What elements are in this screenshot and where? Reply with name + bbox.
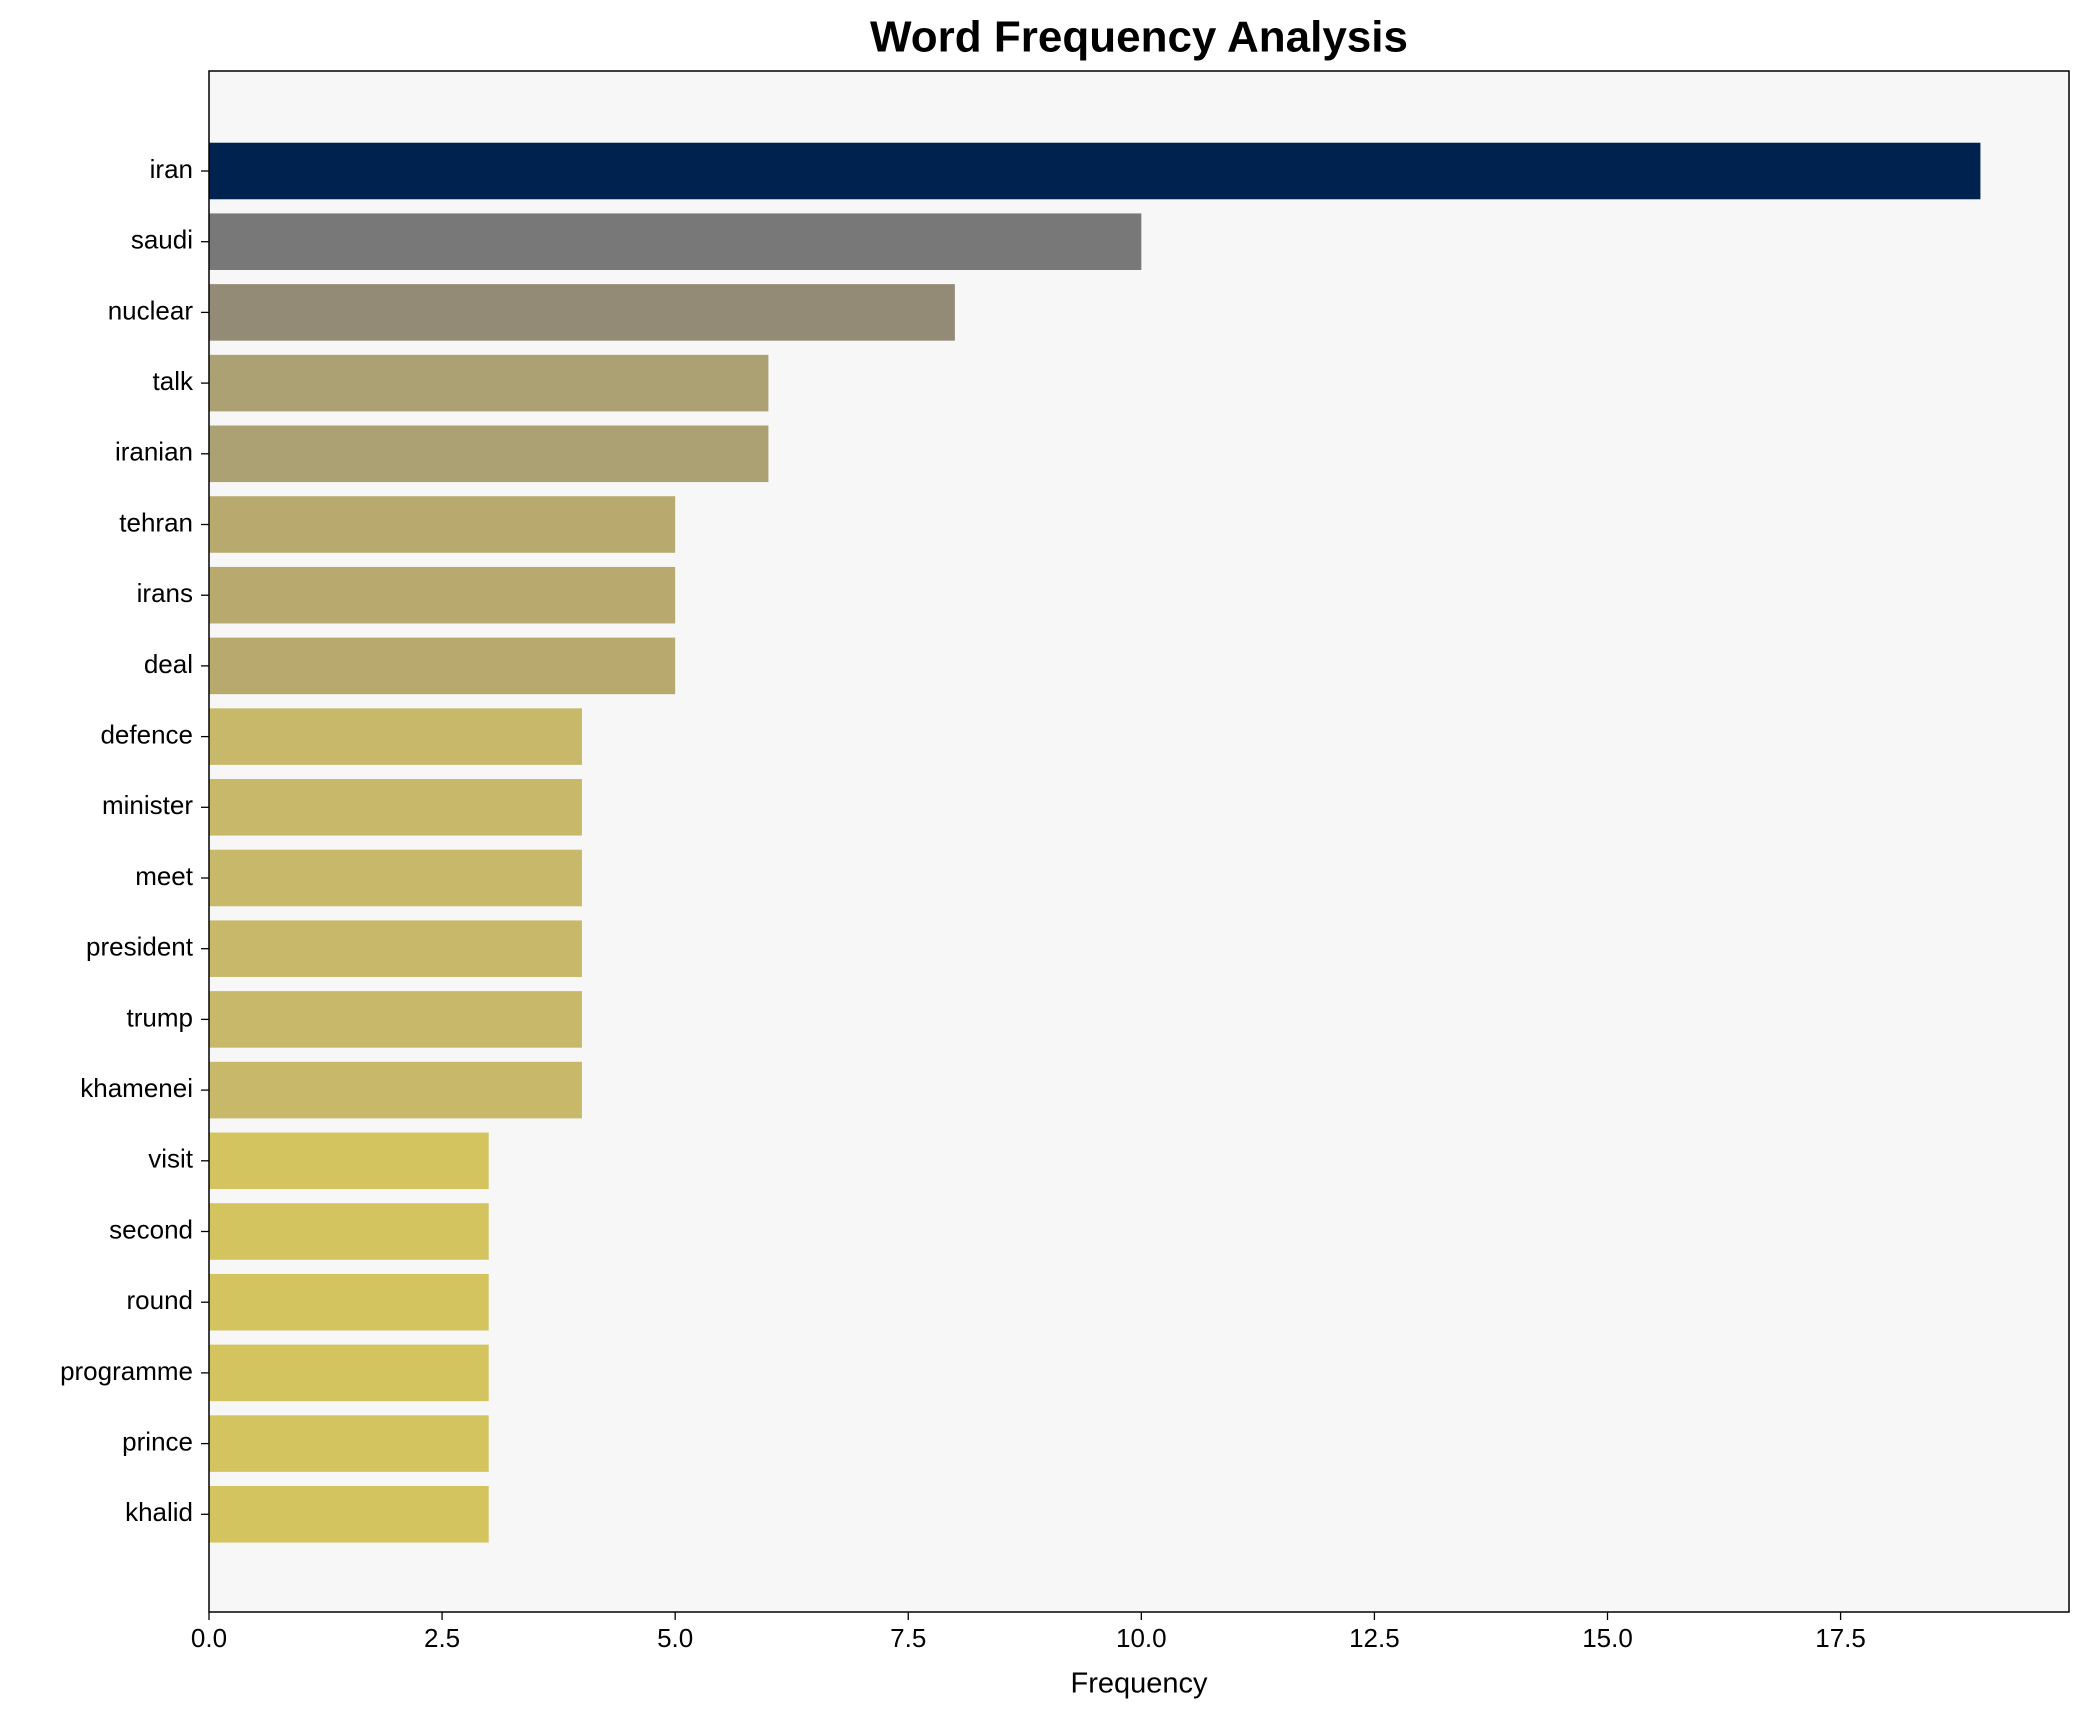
y-tick-label: defence (100, 719, 193, 749)
x-axis-label: Frequency (1070, 1668, 1208, 1700)
plot-frame (208, 70, 2070, 1613)
x-tick-label: 7.5 (890, 1623, 926, 1653)
y-tick-label: tehran (119, 507, 193, 537)
y-tick-label: saudi (131, 225, 193, 255)
y-tick-label: trump (127, 1002, 193, 1032)
y-tick-label: talk (153, 366, 194, 396)
y-tick-label: iranian (115, 437, 193, 467)
y-tick-label: meet (135, 861, 194, 891)
bar (209, 354, 769, 412)
y-tick-label: nuclear (108, 295, 194, 325)
bar (209, 1415, 489, 1472)
bar (209, 1203, 489, 1260)
x-tick-label: 17.5 (1815, 1623, 1866, 1653)
bar (209, 637, 676, 695)
x-tick-label: 0.0 (191, 1623, 227, 1653)
bar (209, 1486, 489, 1543)
bar (209, 920, 582, 977)
bar (209, 849, 582, 907)
y-tick-label: president (86, 932, 194, 962)
x-tick-label: 10.0 (1116, 1623, 1167, 1653)
y-tick-label: khamenei (80, 1073, 193, 1103)
y-tick-label: minister (102, 790, 193, 820)
bar (209, 779, 582, 836)
x-tick-label: 2.5 (424, 1623, 460, 1653)
y-tick-label: programme (60, 1356, 193, 1386)
y-tick-label: second (109, 1214, 193, 1244)
bar (209, 213, 1142, 270)
x-tick-label: 5.0 (657, 1623, 693, 1653)
chart-title: Word Frequency Analysis (870, 13, 1408, 62)
x-tick-label: 15.0 (1582, 1623, 1633, 1653)
y-tick-label: irans (137, 578, 193, 608)
bar (209, 142, 1981, 200)
bar (209, 284, 955, 341)
y-tick-label: visit (148, 1144, 194, 1174)
y-tick-label: khalid (125, 1497, 193, 1527)
bar (209, 1273, 489, 1331)
bar (209, 425, 769, 483)
y-tick-label: iran (150, 154, 193, 184)
bar (209, 708, 582, 765)
bar (209, 1344, 489, 1402)
bar (209, 496, 676, 553)
y-tick-label: round (127, 1285, 194, 1315)
bar (209, 991, 582, 1048)
y-tick-label: prince (122, 1426, 193, 1456)
bar (209, 1061, 582, 1119)
x-tick-label: 12.5 (1349, 1623, 1400, 1653)
y-tick-label: deal (144, 649, 193, 679)
bar (209, 1132, 489, 1190)
bar (209, 566, 676, 624)
